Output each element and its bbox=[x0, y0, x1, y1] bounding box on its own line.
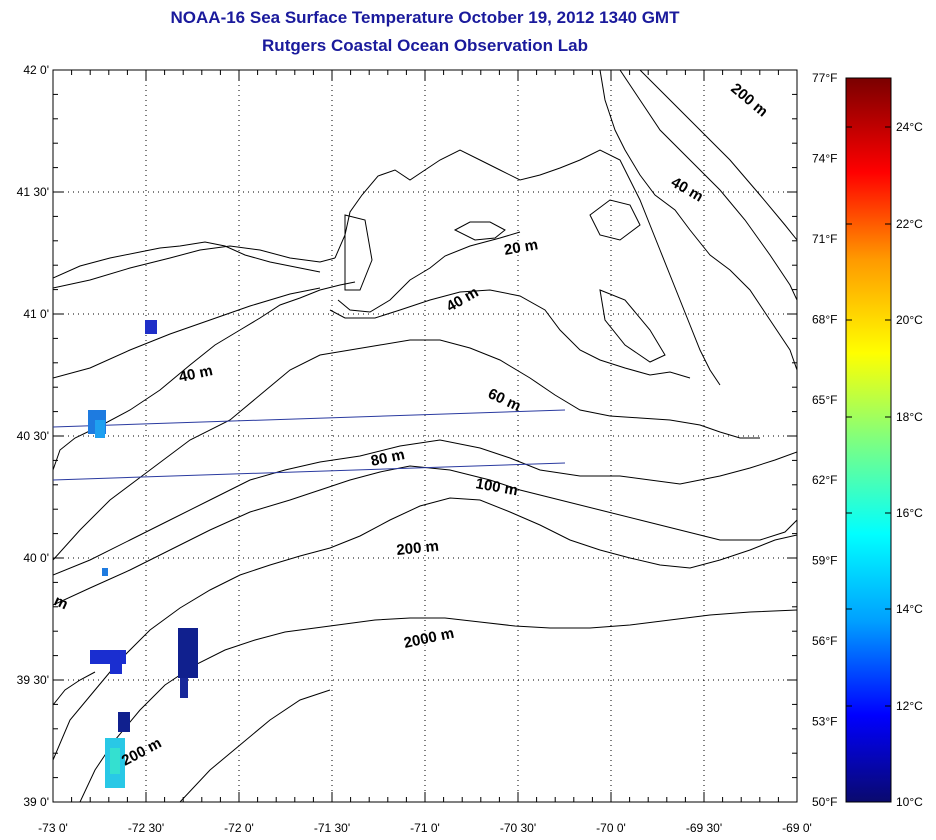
fahrenheit-label: 74°F bbox=[812, 151, 837, 165]
contour-label: 200 m bbox=[396, 538, 440, 559]
x-tick-label: -69 30' bbox=[686, 821, 722, 835]
sst-pixels bbox=[88, 320, 198, 788]
celsius-label: 16°C bbox=[896, 506, 923, 520]
y-tick-label: 40 0' bbox=[23, 551, 49, 565]
fahrenheit-label: 77°F bbox=[812, 71, 837, 85]
contour-label: m bbox=[51, 592, 70, 613]
fahrenheit-label: 59°F bbox=[812, 554, 837, 568]
y-tick-label: 40 30' bbox=[17, 429, 49, 443]
colorbar bbox=[845, 77, 892, 803]
contour-label: 20 m bbox=[503, 236, 540, 259]
contour-label: 80 m bbox=[369, 446, 406, 470]
map-title: NOAA-16 Sea Surface Temperature October … bbox=[170, 8, 680, 27]
map-subtitle: Rutgers Coastal Ocean Observation Lab bbox=[262, 36, 588, 55]
x-tick-label: -72 30' bbox=[128, 821, 164, 835]
fahrenheit-label: 53°F bbox=[812, 715, 837, 729]
celsius-label: 20°C bbox=[896, 313, 923, 327]
fahrenheit-label: 68°F bbox=[812, 312, 837, 326]
x-tick-label: -71 30' bbox=[314, 821, 350, 835]
y-tick-label: 42 0' bbox=[23, 63, 49, 77]
fahrenheit-label: 50°F bbox=[812, 795, 837, 809]
contour-label: 40 m bbox=[177, 362, 214, 386]
y-tick-label: 39 0' bbox=[23, 795, 49, 809]
x-tick-label: -70 30' bbox=[500, 821, 536, 835]
x-tick-label: -70 0' bbox=[596, 821, 626, 835]
colorbar-ticks: 24°C 22°C 20°C 18°C 16°C 14°C 12°C 10°C bbox=[846, 120, 923, 809]
fahrenheit-label: 71°F bbox=[812, 232, 837, 246]
y-tick-label: 41 0' bbox=[23, 307, 49, 321]
y-tick-label: 39 30' bbox=[17, 673, 49, 687]
celsius-label: 14°C bbox=[896, 602, 923, 616]
celsius-label: 24°C bbox=[896, 120, 923, 134]
x-tick-label: -71 0' bbox=[410, 821, 440, 835]
celsius-label: 12°C bbox=[896, 699, 923, 713]
axis-ticks: -73 0' -72 30' -72 0' -71 30' -71 0' -70 30' -… bbox=[17, 63, 838, 835]
fahrenheit-label: 62°F bbox=[812, 473, 837, 487]
grid-lines bbox=[53, 70, 797, 802]
celsius-label: 10°C bbox=[896, 795, 923, 809]
bathymetry-contours bbox=[53, 70, 797, 802]
celsius-label: 22°C bbox=[896, 217, 923, 231]
y-tick-label: 41 30' bbox=[17, 185, 49, 199]
celsius-label: 18°C bbox=[896, 410, 923, 424]
x-tick-label: -69 0' bbox=[782, 821, 812, 835]
fahrenheit-label: 56°F bbox=[812, 634, 837, 648]
x-tick-label: -73 0' bbox=[38, 821, 68, 835]
x-tick-label: -72 0' bbox=[224, 821, 254, 835]
fahrenheit-label: 65°F bbox=[812, 393, 837, 407]
